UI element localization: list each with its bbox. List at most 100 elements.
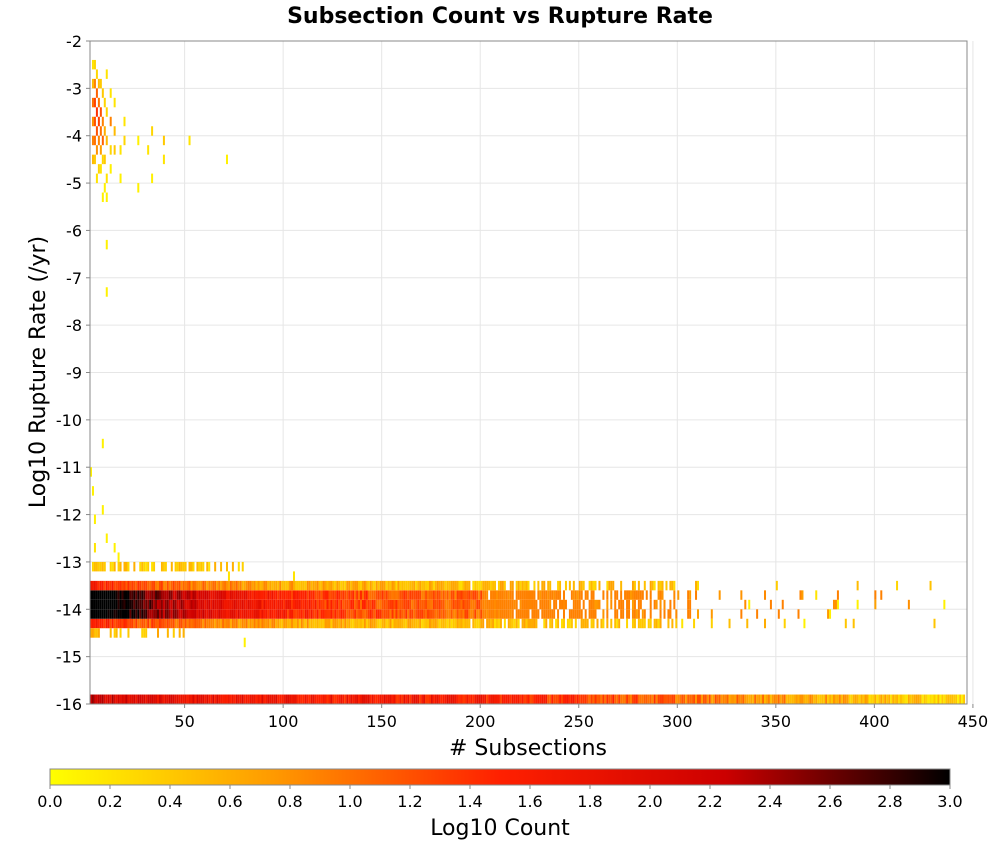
heatmap-cell <box>562 599 565 610</box>
heatmap-cell <box>515 609 518 619</box>
heatmap-cell <box>174 599 177 610</box>
heatmap-cell <box>754 694 757 704</box>
heatmap-cell <box>358 580 361 591</box>
heatmap-cell <box>198 694 201 704</box>
heatmap-cell <box>866 694 869 704</box>
heatmap-cell <box>551 609 554 619</box>
heatmap-cell <box>673 694 676 704</box>
colorbar-tick-label: 2.6 <box>817 792 842 811</box>
heatmap-cell <box>499 609 502 619</box>
heatmap-cell <box>594 599 597 610</box>
heatmap-cell <box>342 609 345 619</box>
heatmap-cell <box>125 609 128 619</box>
heatmap-cell <box>901 694 904 704</box>
heatmap-cell <box>663 609 666 619</box>
heatmap-cell <box>665 694 668 704</box>
heatmap-cell <box>95 599 98 610</box>
heatmap-cell <box>405 599 408 610</box>
heatmap-cell <box>397 590 400 600</box>
heatmap-cell <box>283 609 286 619</box>
heatmap-cell <box>387 694 390 704</box>
heatmap-cell <box>322 580 325 591</box>
heatmap-cell <box>482 618 485 629</box>
heatmap-cell <box>586 618 589 629</box>
heatmap-cell <box>296 590 299 600</box>
heatmap-cell <box>367 694 370 704</box>
heatmap-cell <box>399 580 402 591</box>
heatmap-cell <box>125 599 128 610</box>
heatmap-cell <box>194 609 197 619</box>
heatmap-cell <box>160 580 163 591</box>
heatmap-cell <box>233 580 236 591</box>
heatmap-cell <box>767 694 770 704</box>
heatmap-cell <box>265 694 268 704</box>
heatmap-cell <box>413 618 416 629</box>
heatmap-cell <box>354 599 357 610</box>
heatmap-cell <box>466 599 469 610</box>
heatmap-cell <box>214 580 217 591</box>
heatmap-cell <box>294 580 297 591</box>
heatmap-cell <box>486 580 489 591</box>
y-axis: -2-3-4-5-6-7-8-9-10-11-12-13-14-15-16 <box>56 32 90 714</box>
heatmap-cell <box>210 618 213 629</box>
heatmap-cell <box>454 609 457 619</box>
heatmap-cell <box>732 694 735 704</box>
heatmap-cell <box>509 694 512 704</box>
heatmap-cell <box>834 599 837 610</box>
heatmap-cell <box>943 599 946 610</box>
heatmap-cell <box>350 590 353 600</box>
heatmap-cell <box>490 599 493 610</box>
heatmap-cell <box>472 599 475 610</box>
heatmap-cell <box>427 580 430 591</box>
heatmap-cell <box>192 590 195 600</box>
heatmap-cell <box>371 618 374 629</box>
heatmap-cell <box>359 618 362 629</box>
heatmap-cell <box>576 609 579 619</box>
heatmap-cell <box>224 580 227 591</box>
heatmap-cell <box>133 561 136 572</box>
heatmap-cell <box>545 590 548 600</box>
heatmap-cell <box>109 561 112 572</box>
heatmap-cell <box>342 580 345 591</box>
heatmap-cell <box>785 694 788 704</box>
heatmap-cell <box>253 694 256 704</box>
heatmap-cell <box>815 694 818 704</box>
heatmap-cell <box>411 590 414 600</box>
heatmap-cell <box>310 618 313 629</box>
heatmap-cell <box>419 590 422 600</box>
heatmap-cell <box>391 599 394 610</box>
heatmap-cell <box>143 599 146 610</box>
heatmap-cell <box>194 599 197 610</box>
heatmap-cell <box>101 505 104 515</box>
heatmap-cell <box>202 694 205 704</box>
heatmap-cell <box>799 590 802 600</box>
heatmap-cell <box>192 599 195 610</box>
heatmap-cell <box>261 580 264 591</box>
heatmap-cell <box>612 694 615 704</box>
heatmap-cell <box>91 580 94 591</box>
heatmap-cell <box>243 580 246 591</box>
heatmap-cell <box>436 694 439 704</box>
heatmap-cell <box>474 609 477 619</box>
heatmap-cell <box>369 618 372 629</box>
heatmap-cell <box>389 599 392 610</box>
heatmap-cell <box>722 694 725 704</box>
heatmap-cell <box>91 561 94 572</box>
heatmap-cell <box>308 609 311 619</box>
heatmap-cell <box>446 618 449 629</box>
heatmap-cell <box>572 609 575 619</box>
heatmap-cell <box>99 561 102 572</box>
heatmap-cell <box>151 561 154 572</box>
heatmap-cell <box>312 694 315 704</box>
heatmap-cell <box>202 609 205 619</box>
heatmap-cell <box>391 590 394 600</box>
heatmap-cell <box>182 609 185 619</box>
heatmap-cell <box>562 609 565 619</box>
heatmap-cell <box>273 580 276 591</box>
heatmap-cell <box>626 590 629 600</box>
heatmap-cell <box>275 609 278 619</box>
heatmap-cell <box>807 694 810 704</box>
heatmap-cell <box>95 694 98 704</box>
heatmap-cell <box>501 599 504 610</box>
heatmap-cell <box>492 590 495 600</box>
